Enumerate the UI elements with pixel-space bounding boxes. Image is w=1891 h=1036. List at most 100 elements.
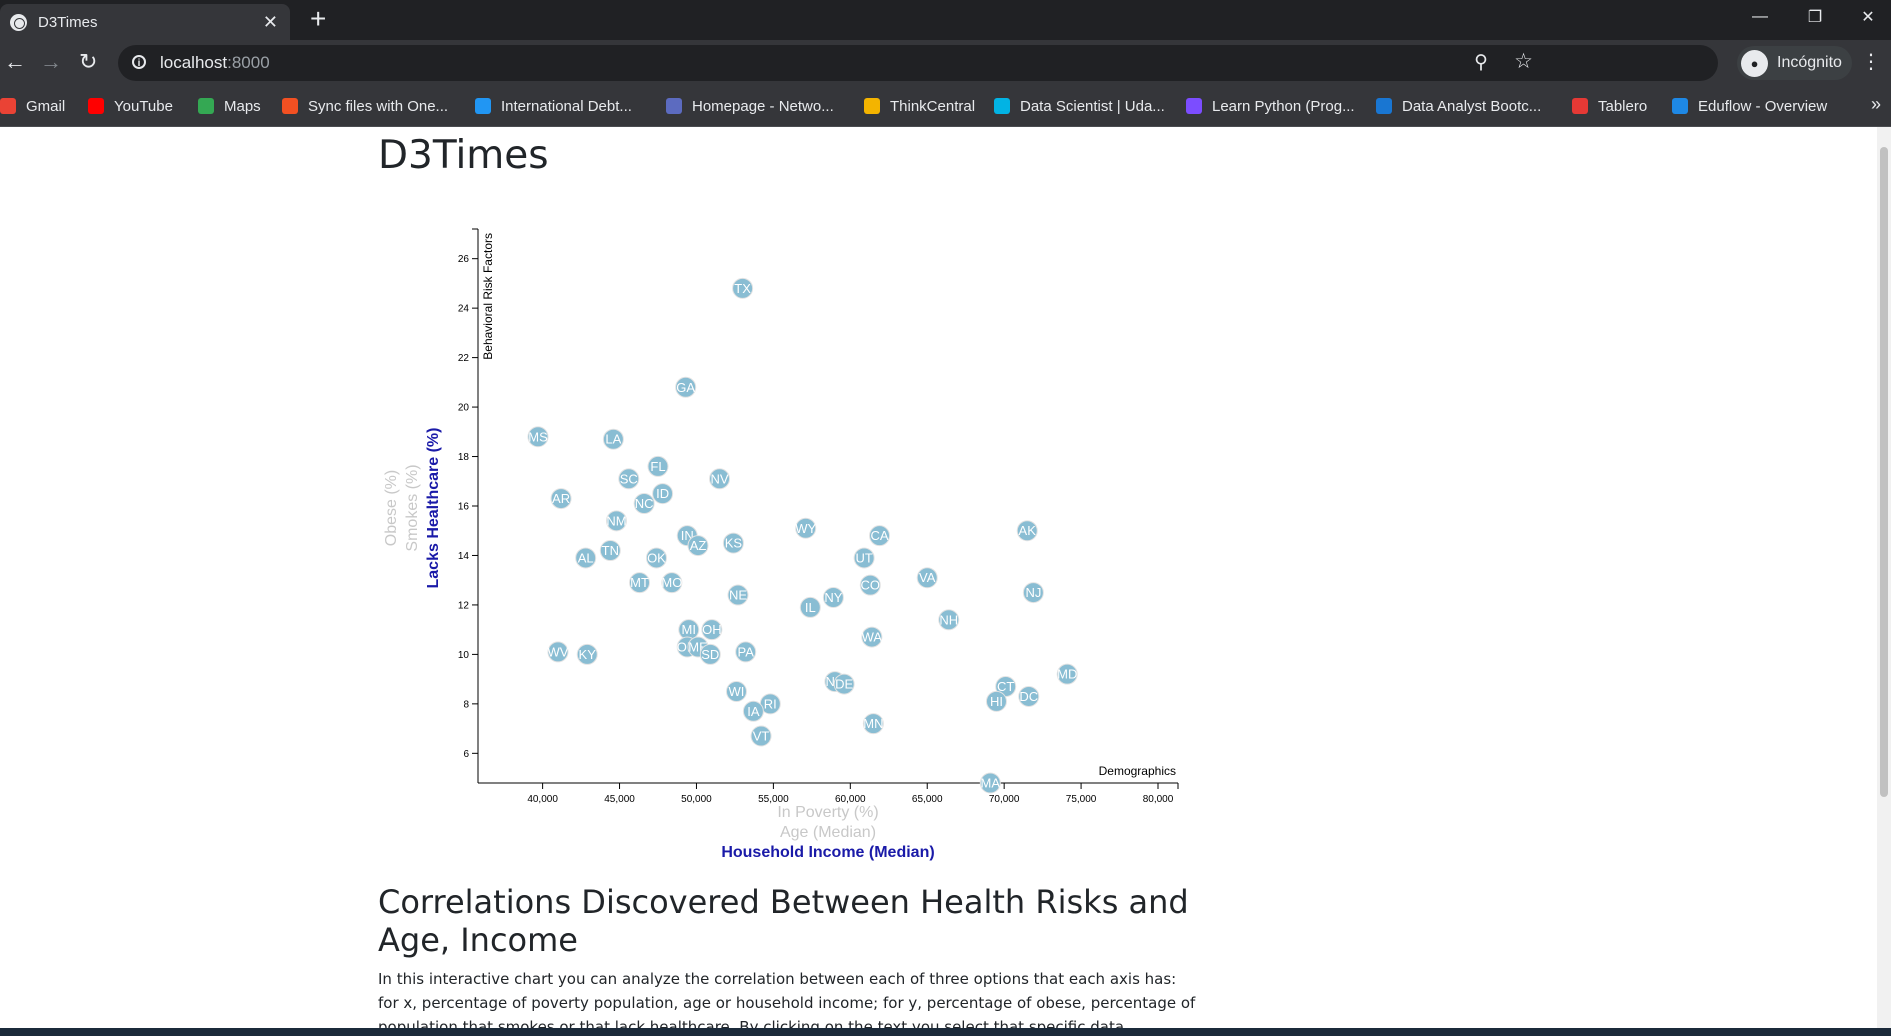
state-point[interactable] <box>938 609 960 631</box>
x-tick-label: 65,000 <box>912 794 943 805</box>
forward-icon[interactable]: → <box>40 49 62 74</box>
state-point[interactable] <box>795 517 817 539</box>
incognito-profile-button[interactable]: ● Incógnito <box>1737 46 1852 80</box>
state-point[interactable] <box>699 643 721 665</box>
bookmark-item[interactable]: Eduflow - Overview <box>1672 86 1827 126</box>
state-point[interactable] <box>576 643 598 665</box>
state-point[interactable] <box>722 532 744 554</box>
bookmark-label: Data Scientist | Uda... <box>1020 97 1165 115</box>
bookmark-favicon-icon <box>198 98 214 114</box>
state-point[interactable] <box>735 641 757 663</box>
bookmark-item[interactable]: Maps <box>198 86 261 126</box>
bookmark-item[interactable]: Tablero <box>1572 86 1647 126</box>
zoom-icon[interactable]: ⚲ <box>1474 52 1488 73</box>
state-point[interactable] <box>853 547 875 569</box>
state-point[interactable] <box>1056 663 1078 685</box>
x-axis-option[interactable]: Household Income (Median) <box>721 844 934 861</box>
state-point[interactable] <box>709 468 731 490</box>
state-point[interactable] <box>701 619 723 641</box>
bookmark-item[interactable]: Data Analyst Bootc... <box>1376 86 1541 126</box>
state-label: SC <box>620 471 638 486</box>
state-point[interactable] <box>605 510 627 532</box>
state-point[interactable] <box>1022 582 1044 604</box>
page-scrollbar[interactable] <box>1877 127 1891 1036</box>
state-point[interactable] <box>618 468 640 490</box>
state-point[interactable] <box>750 725 772 747</box>
scrollbar-thumb[interactable] <box>1880 147 1888 797</box>
new-tab-icon[interactable]: + <box>310 3 327 34</box>
state-point[interactable] <box>633 493 655 515</box>
state-point[interactable] <box>985 690 1007 712</box>
state-point[interactable] <box>547 641 569 663</box>
bookmark-item[interactable]: YouTube <box>88 86 173 126</box>
site-info-icon[interactable]: i <box>132 55 146 69</box>
state-point[interactable] <box>1018 685 1040 707</box>
state-label: AL <box>578 550 594 565</box>
state-point[interactable] <box>661 572 683 594</box>
state-point[interactable] <box>652 483 674 505</box>
state-point[interactable] <box>550 488 572 510</box>
state-point[interactable] <box>687 535 709 557</box>
state-point[interactable] <box>799 596 821 618</box>
state-point[interactable] <box>727 584 749 606</box>
bookmark-item[interactable]: Gmail <box>0 86 65 126</box>
bookmark-star-icon[interactable]: ☆ <box>1514 50 1533 73</box>
state-label: NM <box>606 513 626 528</box>
state-point[interactable] <box>859 574 881 596</box>
x-axis-option[interactable]: In Poverty (%) <box>777 804 878 821</box>
bookmark-favicon-icon <box>994 98 1010 114</box>
state-label: IA <box>747 704 760 719</box>
state-point[interactable] <box>1016 520 1038 542</box>
y-axis-option[interactable]: Lacks Healthcare (%) <box>425 428 442 589</box>
bookmark-item[interactable]: Data Scientist | Uda... <box>994 86 1165 126</box>
state-point[interactable] <box>647 455 669 477</box>
close-tab-icon[interactable]: ✕ <box>262 11 278 32</box>
state-point[interactable] <box>575 547 597 569</box>
bookmark-item[interactable]: ThinkCentral <box>864 86 975 126</box>
bookmark-label: Data Analyst Bootc... <box>1402 97 1542 115</box>
y-axis-option[interactable]: Smokes (%) <box>404 464 421 551</box>
address-bar[interactable]: i localhost:8000 ⚲ ☆ <box>118 45 1718 81</box>
bookmark-item[interactable]: Learn Python (Prog... <box>1186 86 1355 126</box>
browser-tab[interactable]: D3Times ✕ <box>0 4 290 40</box>
y-axis-option[interactable]: Obese (%) <box>383 470 400 546</box>
state-point[interactable] <box>822 587 844 609</box>
state-point[interactable] <box>675 376 697 398</box>
state-point[interactable] <box>527 426 549 448</box>
state-point[interactable] <box>833 673 855 695</box>
url-text[interactable]: localhost:8000 <box>160 53 270 73</box>
x-axis-option[interactable]: Age (Median) <box>780 824 876 841</box>
reload-icon[interactable]: ↻ <box>79 49 98 74</box>
state-label: NV <box>711 471 729 486</box>
state-point[interactable] <box>645 547 667 569</box>
state-point[interactable] <box>861 626 883 648</box>
more-bookmarks-icon[interactable]: » <box>1870 94 1881 114</box>
state-point[interactable] <box>732 277 754 299</box>
state-label: NY <box>824 590 842 605</box>
y-tick-label: 24 <box>458 304 470 315</box>
minimize-icon[interactable]: — <box>1752 8 1768 25</box>
state-point[interactable] <box>599 540 621 562</box>
state-label: GA <box>676 380 695 395</box>
state-point[interactable] <box>742 700 764 722</box>
back-icon[interactable]: ← <box>4 49 26 74</box>
bookmark-item[interactable]: Homepage - Netwo... <box>666 86 834 126</box>
state-point[interactable] <box>916 567 938 589</box>
bookmark-item[interactable]: International Debt... <box>475 86 632 126</box>
restore-icon[interactable]: ❐ <box>1807 9 1823 26</box>
state-label: RI <box>764 696 777 711</box>
state-point[interactable] <box>869 525 891 547</box>
close-window-icon[interactable]: ✕ <box>1861 9 1875 26</box>
state-point[interactable] <box>862 713 884 735</box>
state-point[interactable] <box>725 680 747 702</box>
state-label: NJ <box>1025 585 1041 600</box>
chart-description: In this interactive chart you can analyz… <box>378 970 1196 1036</box>
state-point[interactable] <box>979 772 1001 794</box>
state-point[interactable] <box>602 428 624 450</box>
y-tick-label: 14 <box>458 551 470 562</box>
state-label: CT <box>997 679 1014 694</box>
state-point[interactable] <box>629 572 651 594</box>
state-label: PA <box>737 644 754 659</box>
more-menu-icon[interactable]: ⋮ <box>1861 51 1881 73</box>
bookmark-item[interactable]: Sync files with One... <box>282 86 448 126</box>
